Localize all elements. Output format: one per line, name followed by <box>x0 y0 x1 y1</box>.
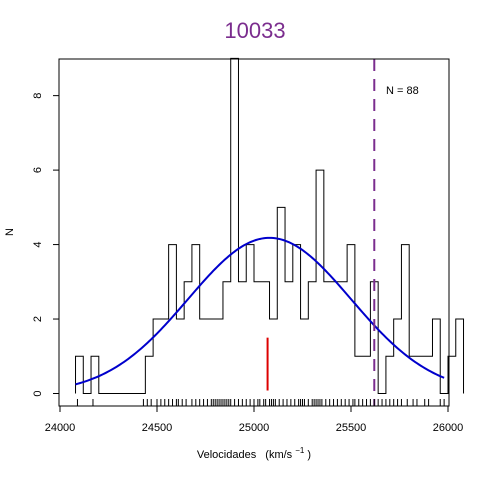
y-axis-label: N <box>4 228 16 236</box>
x-axis-label-main: Velocidades <box>197 449 257 461</box>
gaussian-fit-curve <box>75 236 445 386</box>
plot-frame <box>58 58 450 407</box>
x-tick-label: 26000 <box>433 422 464 434</box>
x-tick-label: 24500 <box>142 422 173 434</box>
x-axis-label-unit: (km/s <box>265 449 292 461</box>
y-tick-label: 4 <box>32 242 44 248</box>
x-tick-label: 25000 <box>239 422 270 434</box>
x-axis-label-exp: −1 <box>295 446 305 455</box>
x-tick-label: 24000 <box>45 422 76 434</box>
x-tick-label: 25500 <box>336 422 367 434</box>
n-annotation: N = 88 <box>386 85 419 97</box>
chart-title: 10033 <box>224 18 285 43</box>
plot-area <box>75 57 465 406</box>
y-tick-label: 0 <box>32 390 44 396</box>
x-axis-label: Velocidades (km/s −1 ) <box>197 444 311 461</box>
histogram-outline <box>75 57 465 394</box>
x-axis-label-close: ) <box>307 449 311 461</box>
y-tick-label: 8 <box>32 93 44 99</box>
y-tick-label: 6 <box>32 167 44 173</box>
y-tick-label: 2 <box>32 316 44 322</box>
